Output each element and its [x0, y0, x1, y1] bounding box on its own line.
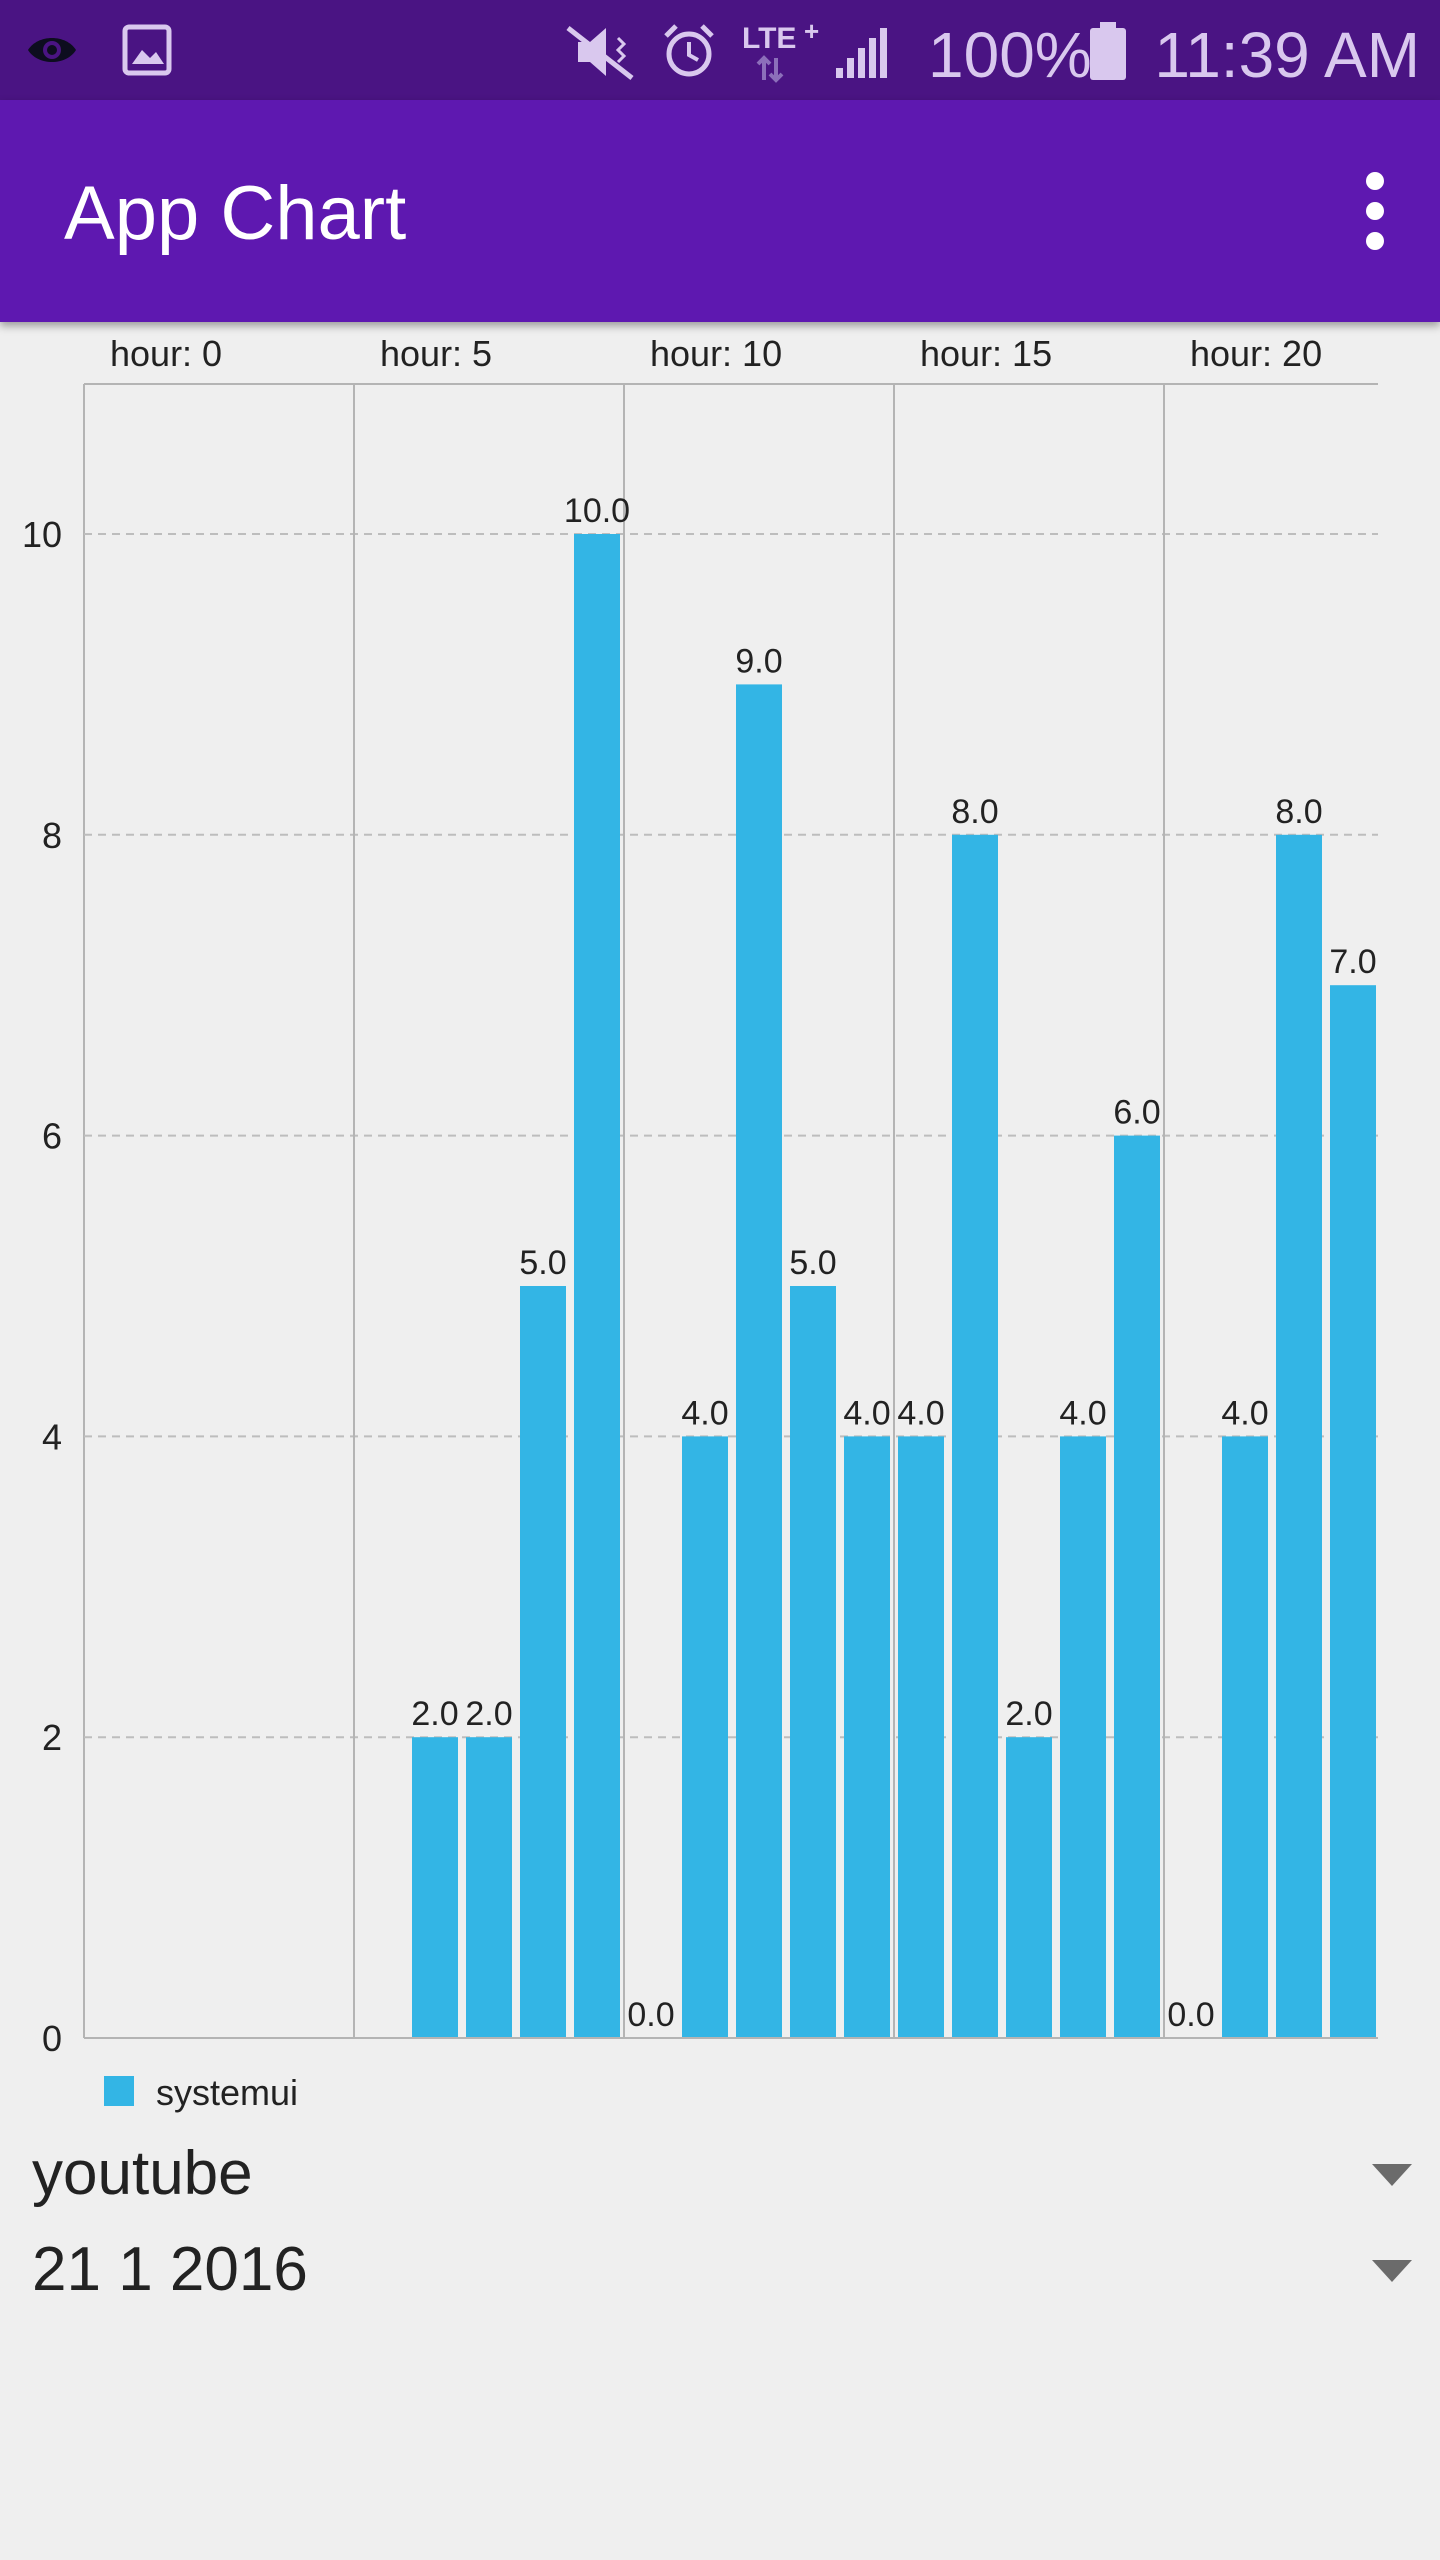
date-spinner[interactable]: 21 1 2016: [32, 2234, 1412, 2314]
bar-value-label: 4.0: [1221, 1394, 1268, 1432]
y-tick-label: 2: [42, 1717, 62, 1758]
status-bar: LTE + 100% 11:39 AM: [0, 0, 1440, 100]
bar: [466, 1737, 512, 2038]
bar-value-label: 2.0: [465, 1695, 512, 1733]
chart-canvas: 0 2 4 6 8 10 hour: 0 hour: 5 hour: 10 hour: 15 hou…: [22, 333, 1378, 2059]
y-tick-label: 0: [42, 2018, 62, 2059]
dropdown-arrow-icon: [1372, 2164, 1412, 2186]
bar: [682, 1436, 728, 2038]
bar: [1330, 985, 1376, 2039]
bar-value-label: 0.0: [627, 1996, 674, 2034]
bar-value-label: 4.0: [681, 1394, 728, 1432]
menu-dot: [1366, 202, 1384, 220]
battery-percent: 100%: [928, 19, 1092, 91]
y-tick-label: 10: [22, 514, 62, 555]
bar-value-label: 10.0: [564, 492, 630, 530]
menu-dot: [1366, 172, 1384, 190]
bar: [736, 684, 782, 2038]
bar-value-label: 8.0: [1275, 793, 1322, 831]
bar-value-label: 4.0: [897, 1394, 944, 1432]
bar: [1114, 1135, 1160, 2038]
app-title: App Chart: [64, 171, 407, 256]
dropdown-arrow-icon: [1372, 2260, 1412, 2282]
more-vert-icon[interactable]: [1350, 172, 1400, 252]
app-spinner[interactable]: youtube: [32, 2138, 1412, 2218]
x-top-label: hour: 15: [920, 333, 1052, 374]
bar-value-label: 9.0: [735, 642, 782, 680]
bar: [952, 834, 998, 2038]
app-bar: App Chart: [0, 100, 1440, 322]
y-tick-label: 8: [42, 815, 62, 856]
date-spinner-value: 21 1 2016: [32, 2235, 308, 2304]
status-time: 11:39 AM: [1154, 19, 1420, 91]
eye-icon: [28, 38, 76, 62]
lte-icon: LTE +: [742, 18, 819, 83]
bar: [844, 1436, 890, 2038]
svg-text:+: +: [804, 18, 819, 46]
bar: [1276, 834, 1322, 2038]
alarm-icon: [664, 24, 714, 77]
x-top-label: hour: 10: [650, 333, 782, 374]
bar-value-label: 7.0: [1329, 943, 1376, 981]
bar: [1006, 1737, 1052, 2038]
bar-value-label: 4.0: [843, 1394, 890, 1432]
bar-value-label: 4.0: [1059, 1394, 1106, 1432]
bar-value-label: 2.0: [1005, 1695, 1052, 1733]
bar: [1060, 1436, 1106, 2038]
x-top-label: hour: 5: [380, 333, 492, 374]
x-top-label: hour: 20: [1190, 333, 1322, 374]
gallery-icon: [122, 24, 172, 76]
y-tick-label: 4: [42, 1416, 62, 1457]
bar-value-label: 5.0: [789, 1244, 836, 1282]
bar: [898, 1436, 944, 2038]
signal-icon: [836, 28, 887, 78]
mute-icon: [566, 26, 634, 80]
menu-dot: [1366, 232, 1384, 250]
bar-value-label: 5.0: [519, 1244, 566, 1282]
y-tick-label: 6: [42, 1116, 62, 1157]
x-top-label: hour: 0: [110, 333, 222, 374]
battery-icon: [1090, 22, 1126, 80]
legend-swatch: [104, 2076, 134, 2106]
bar-value-label: 8.0: [951, 793, 998, 831]
bar-value-label: 0.0: [1167, 1996, 1214, 2034]
legend-label: systemui: [156, 2072, 299, 2113]
bar: [790, 1286, 836, 2038]
svg-text:LTE: LTE: [742, 22, 796, 55]
bar-value-label: 2.0: [411, 1695, 458, 1733]
bar-chart[interactable]: 0 2 4 6 8 10 hour: 0 hour: 5 hour: 10 hour: 15 hou…: [0, 322, 1440, 2062]
bar: [412, 1737, 458, 2038]
bar: [574, 534, 620, 2038]
bar-value-label: 6.0: [1113, 1094, 1160, 1132]
app-spinner-value: youtube: [32, 2139, 253, 2208]
bar: [520, 1286, 566, 2038]
bar: [1222, 1436, 1268, 2038]
